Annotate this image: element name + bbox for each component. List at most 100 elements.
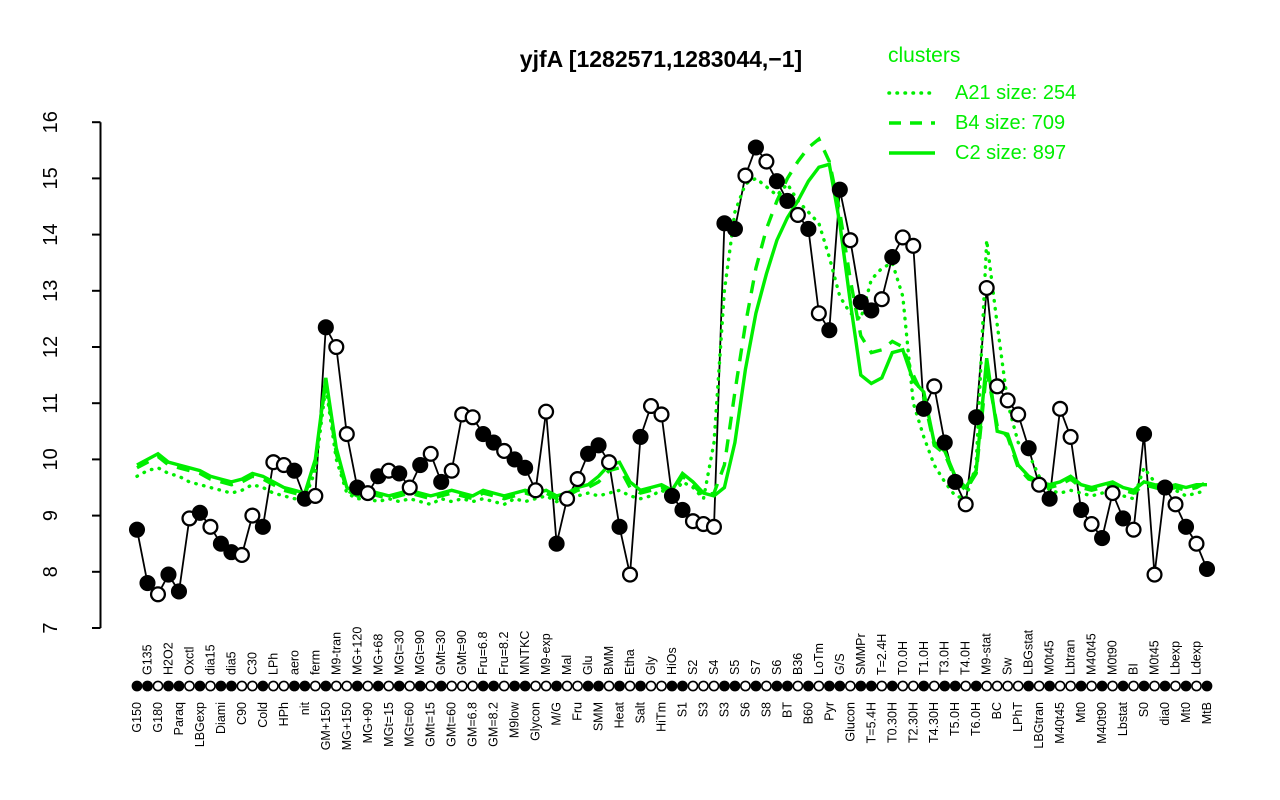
condition-label: Salt bbox=[634, 701, 648, 723]
condition-glyph bbox=[1086, 680, 1097, 692]
chart-title: yjfA [1282571,1283044,−1] bbox=[519, 46, 803, 72]
condition-label: Heat bbox=[613, 701, 627, 728]
data-point bbox=[506, 451, 523, 468]
condition-label: G/S bbox=[833, 653, 847, 675]
condition-label: M9low bbox=[508, 701, 522, 738]
condition-label: M40t90 bbox=[1095, 702, 1109, 744]
series-expression-line bbox=[136, 145, 1208, 596]
condition-label: S2 bbox=[686, 660, 700, 675]
condition-glyph bbox=[309, 680, 321, 692]
data-point bbox=[391, 465, 408, 482]
y-tick-label: 16 bbox=[40, 111, 62, 133]
data-point bbox=[747, 139, 764, 156]
condition-glyph bbox=[509, 680, 521, 692]
condition-glyph bbox=[1138, 680, 1150, 692]
data-point bbox=[632, 428, 649, 445]
condition-glyph bbox=[761, 680, 772, 692]
condition-glyph bbox=[1117, 680, 1129, 692]
legend-entry-c2: C2 size: 897 bbox=[886, 138, 1076, 168]
series-expression-markers bbox=[128, 139, 1216, 603]
condition-label: MG+150 bbox=[340, 702, 354, 750]
condition-label: dia0 bbox=[1158, 702, 1172, 726]
data-point bbox=[286, 462, 303, 479]
y-tick-label: 13 bbox=[40, 280, 62, 302]
condition-glyph bbox=[708, 680, 720, 692]
condition-label: S4 bbox=[707, 660, 721, 675]
condition-label: LPh bbox=[266, 653, 280, 675]
condition-label: Pyr bbox=[822, 702, 836, 721]
data-point bbox=[999, 392, 1016, 409]
data-point bbox=[831, 181, 848, 198]
condition-label: S1 bbox=[675, 702, 689, 717]
condition-label: S3 bbox=[717, 702, 731, 717]
condition-label: ferm bbox=[308, 650, 322, 675]
condition-label: dia5 bbox=[224, 651, 238, 675]
condition-label: Mt0 bbox=[1179, 702, 1193, 723]
data-point bbox=[212, 535, 229, 552]
condition-glyph bbox=[834, 680, 846, 692]
data-point bbox=[202, 518, 219, 535]
condition-label: Mal bbox=[560, 655, 574, 675]
condition-glyph bbox=[1201, 680, 1213, 692]
data-point bbox=[915, 400, 932, 417]
data-point bbox=[1031, 476, 1048, 493]
condition-glyph bbox=[897, 680, 909, 692]
condition-glyph bbox=[656, 680, 667, 692]
data-point bbox=[485, 434, 502, 451]
condition-label: Fru=8.2 bbox=[497, 632, 511, 675]
condition-label: Sw bbox=[1001, 657, 1015, 675]
condition-glyph bbox=[813, 680, 825, 692]
condition-glyph bbox=[823, 680, 835, 692]
condition-label: T2.30H bbox=[906, 702, 920, 743]
condition-glyph bbox=[1002, 680, 1014, 692]
condition-label: T6.0H bbox=[969, 702, 983, 736]
condition-glyph bbox=[1044, 680, 1056, 692]
condition-label: T0.30H bbox=[885, 702, 899, 743]
data-point bbox=[422, 445, 439, 462]
data-point bbox=[768, 173, 785, 190]
condition-label: Lbstat bbox=[1116, 701, 1130, 736]
data-point bbox=[1062, 428, 1079, 445]
condition-glyph bbox=[267, 680, 279, 692]
condition-glyph bbox=[614, 680, 625, 692]
condition-glyph bbox=[173, 680, 185, 692]
condition-glyph bbox=[488, 680, 500, 692]
condition-label: M0t45 bbox=[1148, 640, 1162, 675]
dashed-line-sample-icon bbox=[889, 121, 935, 125]
data-point bbox=[307, 487, 324, 504]
condition-glyph bbox=[372, 680, 384, 692]
condition-glyph bbox=[792, 680, 804, 692]
condition-label: GM=8.2 bbox=[487, 702, 501, 747]
condition-label: T3.0H bbox=[938, 641, 952, 675]
condition-glyph bbox=[330, 680, 342, 692]
data-point bbox=[1083, 515, 1100, 533]
data-point bbox=[149, 586, 167, 603]
legend-entry-b4-label: B4 size: 709 bbox=[955, 111, 1066, 134]
data-point bbox=[433, 473, 450, 490]
condition-label: SMMPr bbox=[854, 633, 868, 675]
condition-glyph bbox=[194, 680, 206, 692]
condition-label: S8 bbox=[759, 702, 773, 717]
condition-label: HiTm bbox=[655, 702, 669, 732]
condition-label: dia15 bbox=[203, 644, 217, 675]
condition-label: T1.0H bbox=[917, 641, 931, 675]
condition-glyph bbox=[928, 680, 940, 692]
condition-glyph bbox=[1096, 680, 1108, 692]
data-point bbox=[1156, 479, 1174, 496]
data-point bbox=[538, 403, 555, 420]
series-c2-solid-line bbox=[136, 162, 1207, 498]
data-point bbox=[1094, 530, 1111, 547]
condition-glyph bbox=[1054, 680, 1066, 692]
y-tick-label: 12 bbox=[40, 336, 62, 358]
condition-label: HiOs bbox=[665, 647, 679, 675]
data-point bbox=[1020, 440, 1037, 457]
condition-glyph bbox=[425, 680, 437, 692]
condition-glyph bbox=[163, 680, 174, 692]
data-point bbox=[233, 546, 250, 563]
data-point bbox=[527, 482, 544, 499]
data-point bbox=[642, 397, 660, 415]
condition-glyph bbox=[414, 680, 426, 692]
condition-glyph bbox=[740, 680, 751, 692]
